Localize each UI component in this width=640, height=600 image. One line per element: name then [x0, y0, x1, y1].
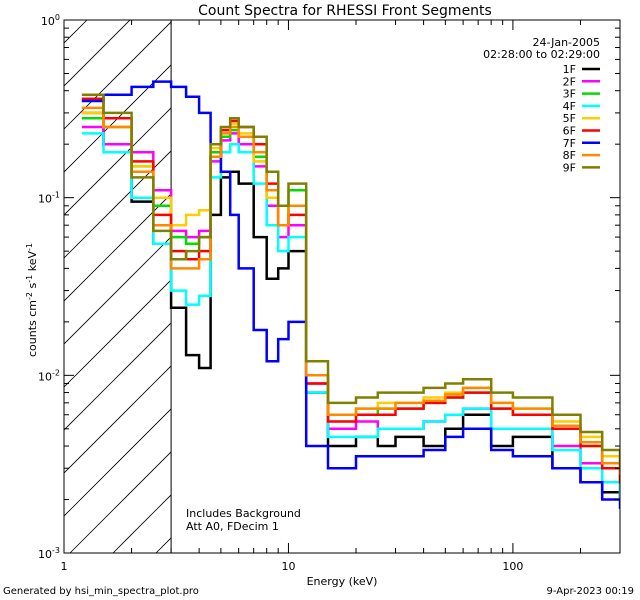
footer-generated-by: Generated by hsi_min_spectra_plot.pro	[3, 586, 199, 597]
y-tick-exponent: -3	[52, 546, 60, 555]
y-axis-label: counts cm-2 s-1 keV-1	[25, 243, 39, 357]
x-tick-label: 1	[61, 560, 68, 573]
legend-label-1F: 1F	[563, 63, 576, 76]
legend-label-4F: 4F	[563, 100, 576, 113]
chart-title: Count Spectra for RHESSI Front Segments	[198, 3, 492, 19]
annotation-background: Includes Background	[186, 507, 301, 520]
y-label-exp-1: -2	[25, 292, 34, 300]
date-label: 24-Jan-2005	[533, 36, 601, 49]
y-label-part-2: s	[26, 282, 39, 291]
y-tick-exponent: 0	[55, 13, 60, 22]
y-tick-label: 10-3	[38, 546, 60, 561]
hatch-line	[64, 236, 172, 345]
legend-label-5F: 5F	[563, 112, 576, 125]
footer-timestamp: 9-Apr-2023 00:19	[547, 586, 634, 597]
x-tick-label: 10	[281, 560, 295, 573]
y-label-part-3: keV	[26, 251, 39, 275]
legend-label-2F: 2F	[563, 75, 576, 88]
y-tick-label: 10-1	[38, 191, 60, 206]
y-tick-base: 10	[38, 193, 52, 206]
y-tick-exponent: -2	[52, 368, 60, 377]
x-axis-label: Energy (keV)	[307, 575, 378, 588]
legend-label-9F: 9F	[563, 161, 576, 174]
y-label-exp-3: -1	[25, 243, 34, 251]
y-tick-base: 10	[38, 548, 52, 561]
legend-label-7F: 7F	[563, 137, 576, 150]
legend-label-6F: 6F	[563, 125, 576, 138]
y-tick-base: 10	[38, 370, 52, 383]
hatch-line	[64, 193, 172, 302]
y-label-part-1: counts cm	[26, 300, 39, 357]
series-group	[81, 80, 620, 509]
hatch-line	[64, 107, 172, 216]
time-range-label: 02:28:00 to 02:29:00	[483, 48, 600, 61]
x-tick-label: 100	[502, 560, 523, 573]
hatch-line	[69, 451, 172, 553]
y-tick-base: 10	[41, 15, 55, 28]
y-label-exp-2: -1	[25, 275, 34, 283]
series-line-4F	[81, 132, 620, 501]
legend-label-8F: 8F	[563, 149, 576, 162]
hatch-line	[64, 279, 172, 388]
hatch-line	[64, 408, 172, 517]
series-line-9F	[81, 93, 620, 470]
annotation-attenuator: Att A0, FDecim 1	[186, 520, 279, 533]
series-line-8F	[81, 106, 620, 475]
y-tick-label: 10-2	[38, 368, 60, 383]
y-tick-exponent: -1	[52, 191, 60, 200]
hatch-line	[64, 365, 172, 474]
series-line-1F	[81, 111, 620, 501]
hatch-line	[64, 64, 172, 173]
legend-label-3F: 3F	[563, 88, 576, 101]
y-tick-label: 100	[41, 13, 60, 28]
plot-frame	[63, 19, 621, 554]
series-line-7F	[81, 80, 620, 509]
